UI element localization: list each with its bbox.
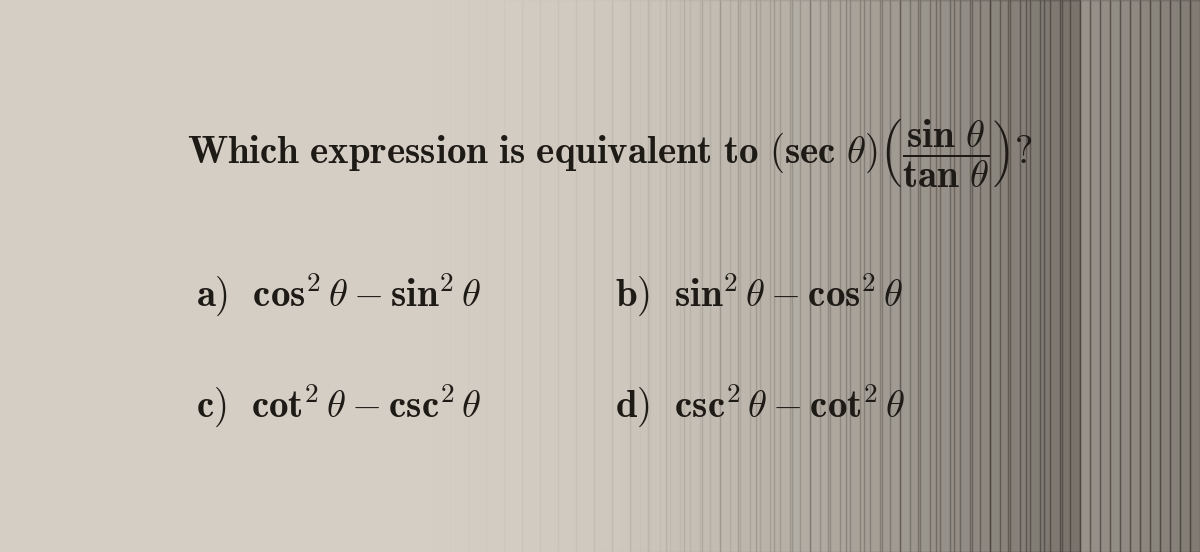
Text: $\mathbf{a)}\ \ \mathbf{cos}^2\,\theta - \mathbf{sin}^2\,\theta$: $\mathbf{a)}\ \ \mathbf{cos}^2\,\theta -… [197,272,481,319]
Text: $\mathbf{d)}\ \ \mathbf{csc}^2\,\theta - \mathbf{cot}^2\,\theta$: $\mathbf{d)}\ \ \mathbf{csc}^2\,\theta -… [616,383,905,430]
Text: $\mathbf{Which\ expression\ is\ equivalent\ to\ (sec\ \theta)}\left(\dfrac{\math: $\mathbf{Which\ expression\ is\ equivale… [187,117,1032,189]
Text: $\mathbf{b)}\ \ \mathbf{sin}^2\,\theta - \mathbf{cos}^2\,\theta$: $\mathbf{b)}\ \ \mathbf{sin}^2\,\theta -… [616,272,902,319]
Text: $\mathbf{c)}\ \ \mathbf{cot}^2\,\theta - \mathbf{csc}^2\,\theta$: $\mathbf{c)}\ \ \mathbf{cot}^2\,\theta -… [197,383,482,430]
